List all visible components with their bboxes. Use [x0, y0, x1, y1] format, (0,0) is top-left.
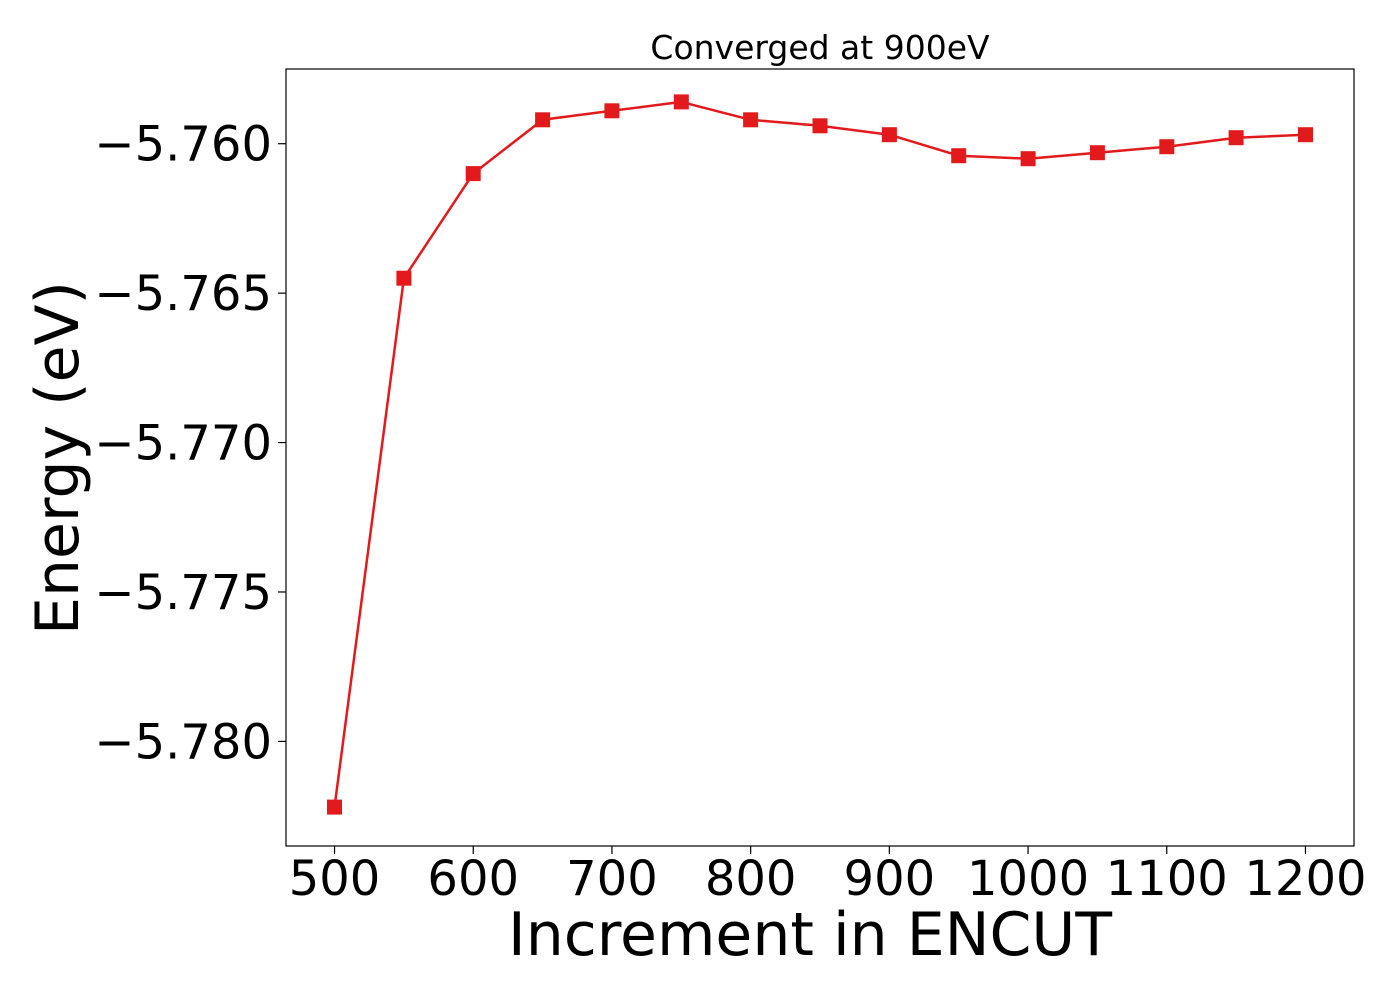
data-point-marker: [1228, 130, 1244, 146]
data-point-marker: [1159, 139, 1175, 155]
y-axis-label: Energy (eV): [23, 281, 93, 635]
x-tick-label: 1200: [1244, 851, 1366, 907]
data-point-marker: [327, 799, 342, 815]
data-point-marker: [812, 118, 828, 134]
x-tick-label: 900: [844, 851, 936, 907]
data-point-marker: [535, 112, 551, 128]
y-axis-ticks: −5.760 −5.765 −5.770 −5.775 −5.780: [94, 117, 286, 770]
data-point-marker: [673, 94, 689, 110]
x-tick-label: 1000: [967, 851, 1089, 907]
data-point-marker: [465, 166, 481, 182]
data-point-marker: [1020, 151, 1036, 167]
plot-frame: [285, 68, 1355, 847]
data-point-marker: [396, 270, 412, 286]
x-tick-label: 600: [427, 851, 519, 907]
x-tick-label: 1100: [1106, 851, 1228, 907]
y-tick-label: −5.760: [94, 117, 272, 173]
data-point-marker: [743, 112, 759, 128]
y-tick-label: −5.780: [94, 714, 272, 770]
y-tick-label: −5.765: [94, 266, 272, 322]
y-tick-label: −5.775: [94, 565, 272, 621]
data-point-marker: [1298, 127, 1313, 143]
x-tick-label: 800: [705, 851, 797, 907]
x-axis-ticks: 500 600 700 800 900 1000 1100 1200: [289, 846, 1367, 907]
data-point-marker: [604, 103, 620, 119]
data-point-marker: [1089, 145, 1105, 161]
chart-title: Converged at 900eV: [650, 28, 990, 67]
x-axis-label: Increment in ENCUT: [508, 900, 1112, 970]
data-point-marker: [881, 127, 897, 143]
y-tick-label: −5.770: [94, 416, 272, 472]
plot-area: [327, 94, 1313, 815]
x-tick-label: 700: [566, 851, 658, 907]
data-point-marker: [951, 148, 967, 164]
x-tick-label: 500: [289, 851, 381, 907]
